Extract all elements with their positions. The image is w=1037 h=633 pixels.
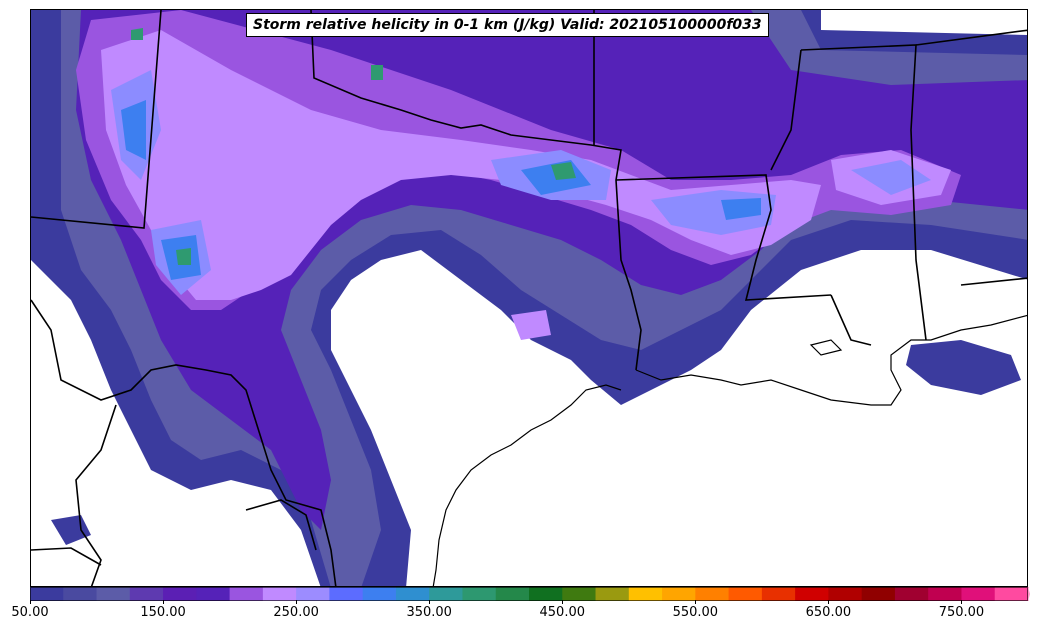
colorbar-bin — [30, 587, 64, 601]
chart-title: Storm relative helicity in 0-1 km (J/kg)… — [246, 13, 769, 37]
colorbar-bin — [163, 587, 197, 601]
colorbar-bin — [329, 587, 364, 601]
colorbar-bin — [129, 587, 164, 601]
helicity-contour-level8 — [131, 28, 143, 40]
colorbar-tick-label: 250.00 — [273, 605, 319, 620]
colorbar-tick-label: 650.00 — [805, 605, 852, 620]
colorbar — [30, 587, 1030, 601]
colorbar-bin — [196, 587, 231, 601]
colorbar-bin — [894, 587, 929, 601]
state-border — [915, 29, 1027, 46]
colorbar-bin — [861, 587, 896, 601]
helicity-contour-level1 — [51, 515, 91, 545]
colorbar-bin — [628, 587, 663, 601]
helicity-contour-level8 — [551, 162, 576, 180]
helicity-contour-level8 — [176, 248, 191, 265]
colorbar-extend-arrow — [1028, 587, 1030, 601]
colorbar-tick-label: 150.00 — [140, 605, 186, 620]
colorbar-bin — [662, 587, 696, 601]
colorbar-bin — [928, 587, 962, 601]
state-border — [245, 499, 317, 551]
colorbar-tick-label: 350.00 — [406, 605, 452, 620]
state-border — [830, 294, 872, 346]
colorbar-bin — [728, 587, 763, 601]
colorbar-bin — [462, 587, 497, 601]
state-border — [31, 299, 337, 586]
helicity-contour-level6 — [851, 160, 931, 195]
state-border — [75, 404, 117, 586]
colorbar-bin — [229, 587, 264, 601]
colorbar-bin — [961, 587, 996, 601]
coastline-path — [635, 314, 1027, 406]
colorbar-bin — [795, 587, 829, 601]
state-border — [770, 49, 802, 171]
colorbar-tick-label: 450.00 — [539, 605, 586, 620]
state-border — [31, 10, 162, 229]
colorbar-tick-mark — [429, 600, 431, 604]
colorbar-bin — [529, 587, 563, 601]
colorbar-bin — [362, 587, 397, 601]
colorbar-tick-mark — [695, 600, 697, 604]
colorbar-tick-mark — [961, 600, 963, 604]
colorbar-tick-label: 750.00 — [938, 605, 985, 620]
colorbar-bin — [262, 587, 297, 601]
colorbar-bin — [395, 587, 430, 601]
coastline-path — [432, 384, 622, 586]
colorbar-tick-label: 50.00 — [11, 605, 49, 620]
colorbar-bin — [994, 587, 1029, 601]
helicity-contour-level5 — [101, 30, 821, 300]
colorbar-tick-mark — [562, 600, 564, 604]
helicity-contour-level7 — [121, 100, 146, 160]
colorbar-tick-mark — [828, 600, 830, 604]
coastline — [432, 314, 1027, 586]
colorbar-outline — [30, 587, 1028, 601]
map-panel — [30, 9, 1028, 587]
colorbar-tick-label: 550.00 — [672, 605, 719, 620]
state-border — [31, 547, 102, 566]
helicity-contour-level8 — [371, 65, 383, 80]
state-border — [960, 277, 1027, 286]
colorbar-tick-mark — [163, 600, 165, 604]
helicity-map — [31, 10, 1027, 586]
colorbar-bin — [96, 587, 131, 601]
colorbar-bin — [429, 587, 463, 601]
colorbar-bin — [495, 587, 530, 601]
state-border — [310, 10, 642, 371]
helicity-contour-level1 — [906, 340, 1021, 395]
helicity-contour-level7 — [721, 198, 761, 220]
state-border — [800, 44, 927, 341]
colorbar-bin — [828, 587, 863, 601]
colorbar-bin — [695, 587, 730, 601]
coastline-path — [809, 339, 843, 356]
colorbar-bin — [595, 587, 630, 601]
colorbar-tick-mark — [30, 600, 31, 604]
state-boundaries — [31, 10, 1027, 586]
colorbar-tick-mark — [296, 600, 298, 604]
colorbar-bin — [761, 587, 796, 601]
state-border — [615, 174, 832, 301]
colorbar-bin — [63, 587, 98, 601]
colorbar-bin — [296, 587, 330, 601]
helicity-contour-level5 — [511, 310, 551, 340]
colorbar-bin — [562, 587, 597, 601]
